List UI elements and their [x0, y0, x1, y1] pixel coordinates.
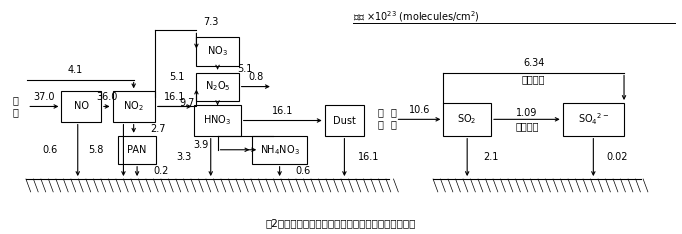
Text: 5.8: 5.8	[89, 145, 104, 155]
Text: 3.9: 3.9	[193, 140, 208, 150]
Text: 16.1: 16.1	[272, 106, 293, 116]
Text: 均相反応: 均相反応	[515, 121, 539, 131]
FancyBboxPatch shape	[443, 103, 491, 136]
FancyBboxPatch shape	[196, 73, 239, 101]
Text: 16.1: 16.1	[164, 92, 186, 102]
Text: 9.7: 9.7	[179, 98, 194, 108]
Text: NO: NO	[74, 102, 89, 111]
Text: PAN: PAN	[128, 145, 147, 155]
Text: 5.1: 5.1	[237, 64, 252, 74]
FancyBboxPatch shape	[252, 136, 307, 164]
Text: 37.0: 37.0	[33, 92, 55, 102]
Text: 4.1: 4.1	[68, 65, 83, 75]
Text: 3.3: 3.3	[176, 152, 191, 162]
Text: 排
出: 排 出	[390, 107, 396, 129]
FancyBboxPatch shape	[563, 103, 624, 136]
Text: SO$_4$$^{2-}$: SO$_4$$^{2-}$	[578, 112, 609, 127]
Text: 10.6: 10.6	[409, 105, 430, 115]
FancyBboxPatch shape	[194, 105, 241, 136]
Text: SO$_2$: SO$_2$	[458, 113, 477, 126]
Text: 1.09: 1.09	[516, 109, 537, 118]
FancyBboxPatch shape	[61, 91, 101, 122]
Text: NO$_2$: NO$_2$	[123, 100, 144, 113]
Text: 0.02: 0.02	[606, 152, 628, 162]
Text: 16.1: 16.1	[357, 152, 379, 162]
Text: NO$_3$: NO$_3$	[207, 45, 228, 58]
FancyBboxPatch shape	[113, 91, 155, 122]
Text: 2.1: 2.1	[484, 152, 499, 162]
Text: Dust: Dust	[333, 116, 356, 125]
Text: 6.34: 6.34	[523, 58, 544, 68]
Text: 36.0: 36.0	[96, 92, 117, 102]
FancyBboxPatch shape	[118, 136, 156, 164]
Text: 2.7: 2.7	[150, 124, 165, 134]
FancyBboxPatch shape	[325, 105, 364, 136]
Text: 異相反応: 異相反応	[522, 75, 546, 84]
Text: 0.6: 0.6	[296, 166, 311, 176]
Text: 図2　一日を通しての窒素系，硫黄系汚染物質の収支: 図2 一日を通しての窒素系，硫黄系汚染物質の収支	[266, 218, 416, 228]
Text: 排
出: 排 出	[12, 96, 18, 117]
Text: NH$_4$NO$_3$: NH$_4$NO$_3$	[260, 143, 299, 157]
Text: HNO$_3$: HNO$_3$	[203, 114, 232, 127]
Text: 5.1: 5.1	[170, 72, 185, 82]
FancyBboxPatch shape	[196, 37, 239, 66]
Text: 単位 ×10$^{23}$ (molecules/cm$^2$): 単位 ×10$^{23}$ (molecules/cm$^2$)	[353, 9, 480, 24]
Text: 0.2: 0.2	[153, 166, 168, 176]
Text: 0.6: 0.6	[43, 145, 58, 155]
Text: 0.8: 0.8	[248, 72, 263, 82]
Text: 排
出: 排 出	[378, 107, 383, 129]
Text: 7.3: 7.3	[203, 17, 218, 27]
Text: N$_2$O$_5$: N$_2$O$_5$	[205, 80, 231, 93]
